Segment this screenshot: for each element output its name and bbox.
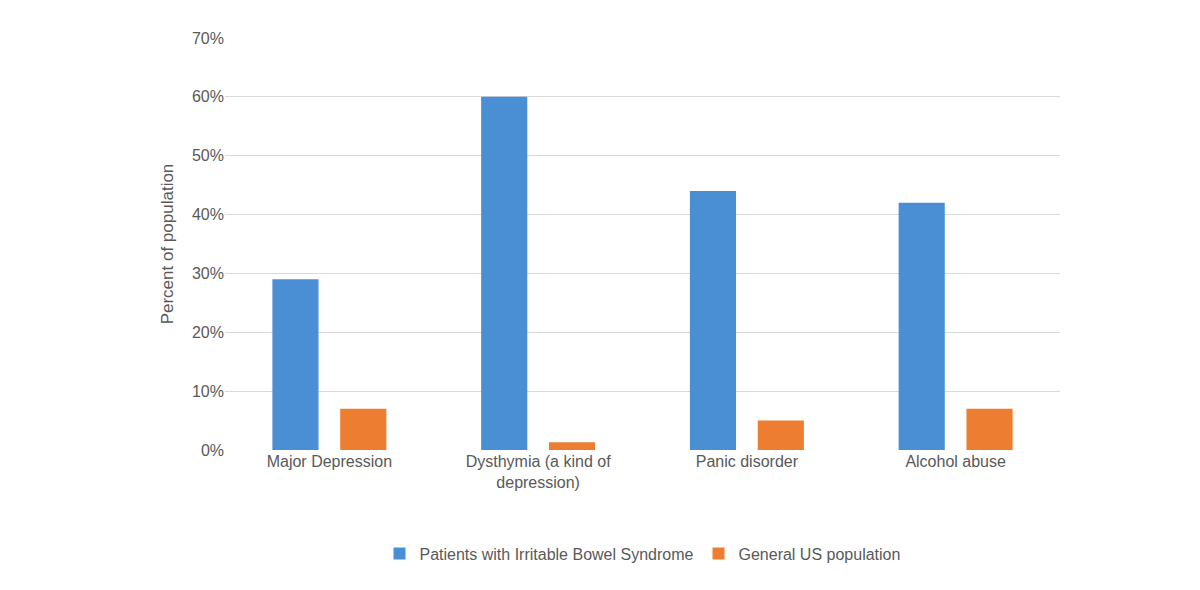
svg-text:Dysthymia (a kind ofdepression: Dysthymia (a kind ofdepression)	[466, 453, 611, 491]
svg-text:Percent of population: Percent of population	[158, 164, 177, 325]
svg-text:30%: 30%	[192, 265, 224, 282]
svg-text:Major Depression: Major Depression	[267, 453, 392, 470]
svg-text:10%: 10%	[192, 383, 224, 400]
svg-text:70%: 70%	[192, 30, 224, 47]
svg-text:50%: 50%	[192, 147, 224, 164]
svg-text:40%: 40%	[192, 206, 224, 223]
svg-text:Alcohol abuse: Alcohol abuse	[905, 453, 1006, 470]
svg-text:General US population: General US population	[739, 546, 901, 563]
svg-text:60%: 60%	[192, 88, 224, 105]
svg-text:0%: 0%	[201, 442, 224, 459]
svg-text:20%: 20%	[192, 324, 224, 341]
svg-text:Panic disorder: Panic disorder	[696, 453, 799, 470]
svg-text:Patients with Irritable Bowel: Patients with Irritable Bowel Syndrome	[420, 546, 694, 563]
